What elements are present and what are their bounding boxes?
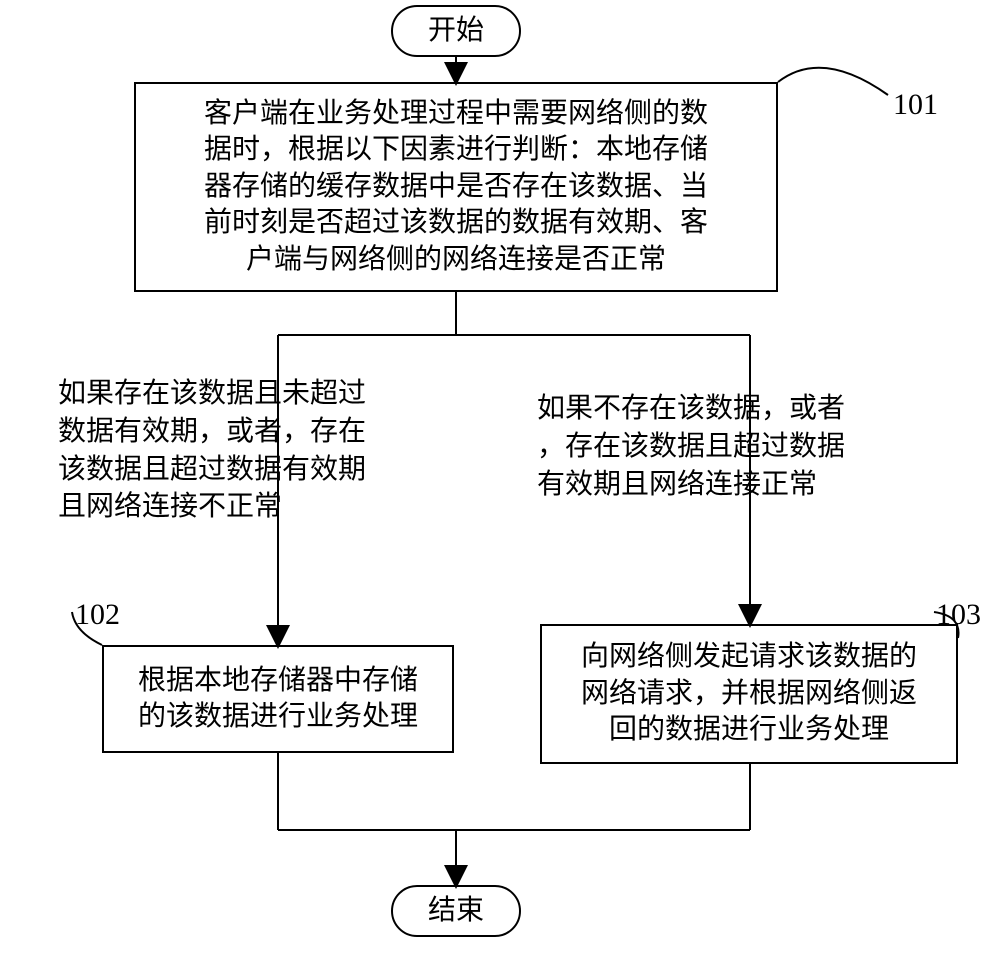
step-102-node: 根据本地存储器中存储 的该数据进行业务处理 xyxy=(102,645,454,753)
id-101: 101 xyxy=(893,88,938,122)
step-103-node: 向网络侧发起请求该数据的 网络请求，并根据网络侧返 回的数据进行业务处理 xyxy=(540,624,958,764)
end-node: 结束 xyxy=(391,885,521,937)
step-103-text: 向网络侧发起请求该数据的 网络请求，并根据网络侧返 回的数据进行业务处理 xyxy=(581,639,917,748)
step-102-text: 根据本地存储器中存储 的该数据进行业务处理 xyxy=(138,663,418,736)
hook-101 xyxy=(778,68,888,95)
id-103: 103 xyxy=(936,598,981,632)
start-label: 开始 xyxy=(428,13,484,49)
end-label: 结束 xyxy=(428,893,484,929)
start-node: 开始 xyxy=(391,5,521,57)
edge-label-left: 如果存在该数据且未超过 数据有效期，或者，存在 该数据且超过数据有效期 且网络连… xyxy=(58,375,398,526)
decision-text: 客户端在业务处理过程中需要网络侧的数 据时，根据以下因素进行判断：本地存储 器存… xyxy=(204,96,708,278)
edge-label-right: 如果不存在该数据，或者 ，存在该数据且超过数据 有效期且网络连接正常 xyxy=(537,390,877,503)
id-102: 102 xyxy=(75,598,120,632)
decision-node: 客户端在业务处理过程中需要网络侧的数 据时，根据以下因素进行判断：本地存储 器存… xyxy=(134,82,778,292)
